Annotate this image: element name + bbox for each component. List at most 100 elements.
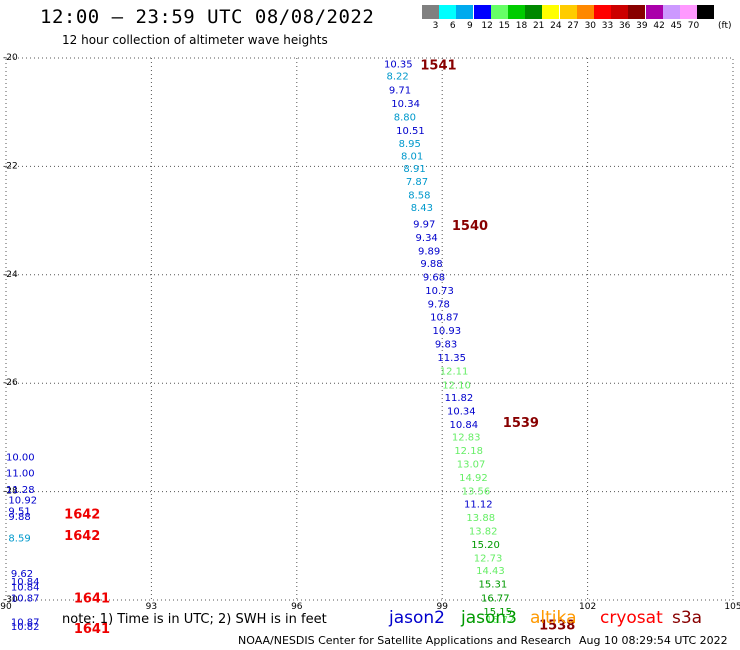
data-point-label: 10.82	[11, 622, 40, 633]
legend-swatch	[611, 5, 629, 19]
data-point-label: 11.28	[6, 485, 35, 496]
data-point-label: 14.43	[476, 566, 505, 577]
legend-swatch	[559, 5, 577, 19]
data-point-label: 11.35	[437, 353, 466, 364]
legend-swatch	[697, 5, 715, 19]
data-point-label: 13.56	[462, 487, 491, 498]
sat-altika-label: altika	[530, 608, 577, 628]
legend-swatch	[422, 5, 439, 19]
data-point-label: 8.95	[399, 139, 421, 150]
time-label: 1641	[74, 591, 110, 606]
data-point-label: 10.93	[433, 326, 462, 337]
y-tick-label: -28	[3, 487, 18, 497]
plot-frame	[5, 57, 734, 601]
data-point-label: 9.88	[8, 512, 30, 523]
data-point-label: 10.84	[11, 577, 40, 588]
data-point-label: 8.58	[408, 191, 430, 202]
data-point-label: 9.62	[11, 569, 33, 580]
data-point-label: 10.87	[11, 593, 40, 604]
y-tick-label: -30	[3, 595, 18, 605]
data-point-label: 15.31	[479, 580, 508, 591]
data-point-label: 13.88	[466, 513, 495, 524]
time-label: 1641	[74, 622, 110, 637]
data-point-label: 10.34	[391, 99, 420, 110]
legend-swatch	[456, 5, 474, 19]
legend-label: 70	[687, 21, 700, 31]
data-point-label: 10.87	[11, 618, 40, 629]
x-tick-label: 90	[0, 602, 12, 612]
data-point-label: 12.83	[452, 432, 481, 443]
data-point-label: 16.77	[481, 593, 510, 604]
data-point-label: 11.82	[445, 393, 474, 404]
x-tick-label: 93	[146, 602, 157, 612]
data-point-label: 10.73	[425, 286, 454, 297]
data-point-label: 8.43	[411, 203, 433, 214]
legend-label: 33	[601, 21, 614, 31]
legend-label: 42	[653, 21, 665, 31]
legend-label: 18	[515, 21, 528, 31]
time-label: 1540	[452, 219, 488, 234]
legend-swatch	[542, 5, 560, 19]
sat-s3a-label: s3a	[672, 608, 703, 628]
legend-swatch	[508, 5, 525, 19]
data-point-label: 8.59	[8, 534, 30, 545]
data-point-label: 10.84	[449, 420, 478, 431]
data-point-label: 9.51	[8, 507, 30, 518]
legend-unit: (ft)	[718, 21, 732, 31]
data-point-label: 9.78	[428, 300, 450, 311]
data-point-label: 10.35	[384, 59, 413, 70]
data-point-label: 9.68	[423, 272, 445, 283]
legend-label: 15	[498, 21, 511, 31]
legend-swatch	[490, 5, 508, 19]
data-point-label: 10.00	[6, 452, 35, 463]
legend-swatch	[628, 5, 646, 19]
sat-cryosat-label: cryosat	[600, 608, 663, 628]
data-point-label: 12.11	[440, 367, 469, 378]
sat-jason2-label: jason2	[389, 608, 445, 628]
data-point-label: 13.82	[469, 527, 498, 538]
legend-label: 36	[618, 21, 631, 31]
legend-label: 39	[636, 21, 648, 31]
data-point-label: 8.22	[386, 71, 408, 82]
legend-label: 45	[670, 21, 683, 31]
data-point-label: 16.72	[486, 615, 515, 626]
data-point-label: 8.80	[394, 113, 416, 124]
legend-swatch	[525, 5, 543, 19]
data-point-label: 9.89	[418, 246, 440, 257]
time-label: 1538	[539, 618, 575, 633]
legend-label: 12	[481, 21, 493, 31]
data-point-label: 9.88	[420, 259, 442, 270]
data-point-label: 7.87	[406, 177, 428, 188]
data-point-label: 12.18	[454, 446, 483, 457]
data-point-label: 9.71	[389, 85, 411, 96]
legend-label: 24	[550, 21, 562, 31]
legend-swatch	[473, 5, 491, 19]
legend-swatch	[645, 5, 663, 19]
data-point-label: 12.10	[442, 380, 471, 391]
data-point-label: 10.87	[430, 313, 459, 324]
legend-label: 27	[567, 21, 579, 31]
data-point-label: 14.92	[459, 473, 488, 484]
data-point-label: 12.73	[474, 554, 503, 565]
data-point-label: 10.51	[396, 126, 425, 137]
data-point-label: 8.91	[403, 164, 425, 175]
legend-swatch	[439, 5, 457, 19]
time-label: 1642	[64, 529, 100, 544]
chart-title: 12:00 – 23:59 UTC 08/08/2022	[40, 6, 375, 28]
chart-subtitle: 12 hour collection of altimeter wave hei…	[62, 33, 328, 47]
legend-label: 30	[584, 21, 597, 31]
legend-swatch	[594, 5, 611, 19]
x-tick-label: 105	[724, 602, 740, 612]
legend-swatch	[576, 5, 594, 19]
legend-label: 6	[449, 21, 456, 31]
data-point-label: 10.92	[8, 496, 37, 507]
x-tick-label: 102	[579, 602, 596, 612]
footer-timestamp: Aug 10 08:29:54 UTC 2022	[579, 634, 728, 647]
time-label: 1539	[503, 416, 539, 431]
legend-swatch	[662, 5, 680, 19]
legend-label: 9	[467, 21, 473, 31]
y-tick-label: -26	[3, 378, 18, 388]
legend-label: 21	[532, 21, 545, 31]
legend-label: 3	[432, 21, 439, 31]
